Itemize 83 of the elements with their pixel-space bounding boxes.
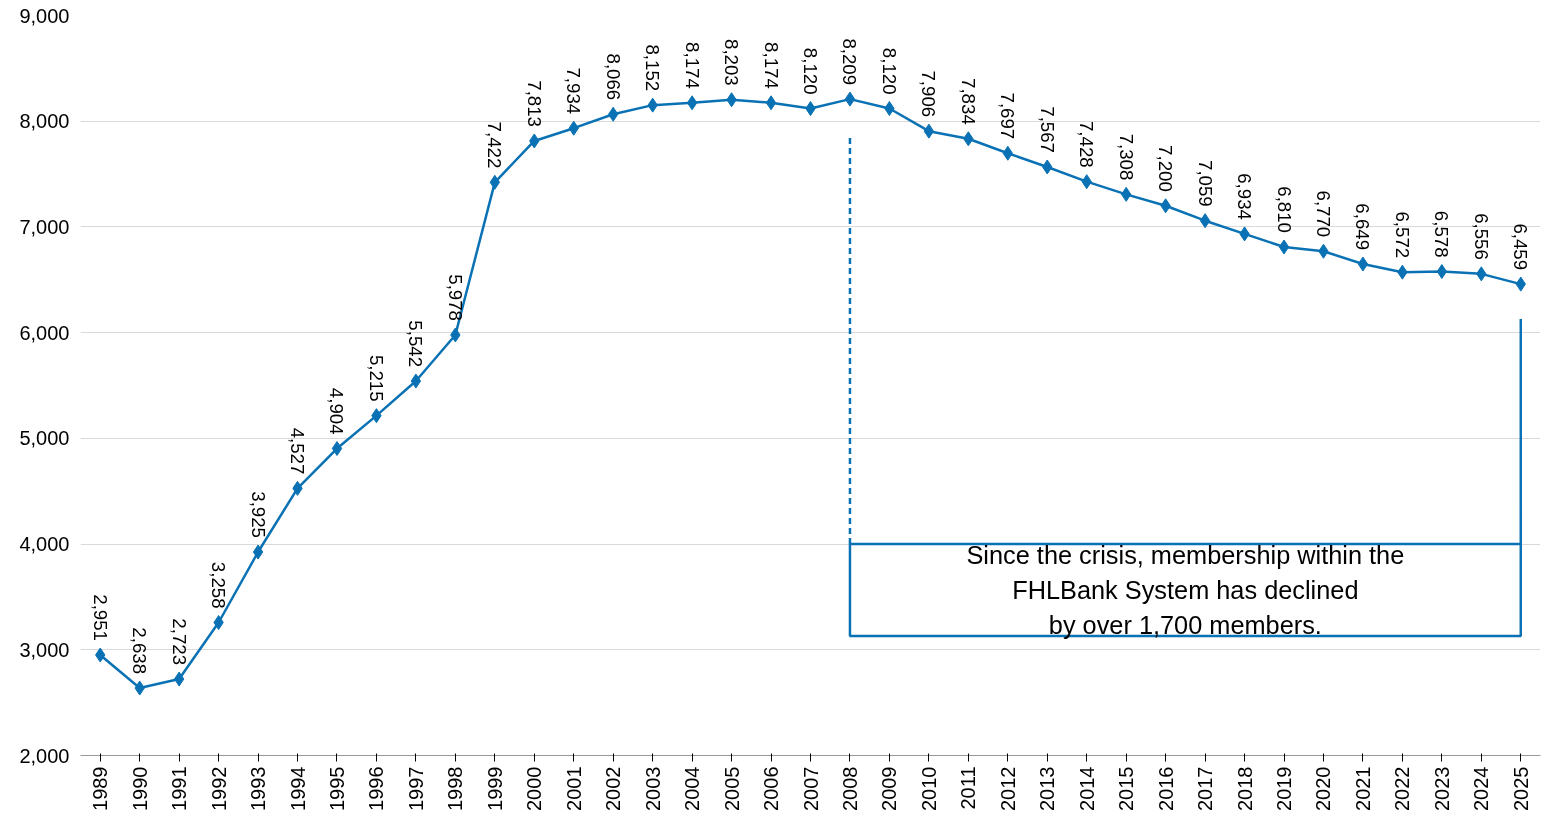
text: 8,174 <box>760 42 782 89</box>
x-tick-label: 2024 <box>1470 766 1493 811</box>
text: 8,203 <box>721 39 743 86</box>
x-tick-label: 2015 <box>1115 766 1138 811</box>
text: 6,556 <box>1470 213 1492 260</box>
text: 4,904 <box>326 387 348 435</box>
x-tick-label: 2001 <box>562 766 585 811</box>
text: 6,649 <box>1352 203 1374 251</box>
x-tick-label: 2014 <box>1075 766 1098 811</box>
x-tick-label: 2019 <box>1273 766 1296 811</box>
x-tick-label: 1991 <box>168 766 191 811</box>
x-tick-label: 1998 <box>444 766 467 811</box>
text: 6,770 <box>1312 190 1334 238</box>
annotation: Since the crisis, membership within the FHLBank System has declined by over 1,700 members. <box>966 541 1405 640</box>
x-tick-label: 2011 <box>957 766 980 810</box>
x-tick-label: 2025 <box>1509 766 1532 811</box>
text: 3,925 <box>247 491 269 538</box>
text: 5,542 <box>405 320 427 368</box>
text: 2,638 <box>129 627 151 675</box>
text: 7,567 <box>1036 106 1058 153</box>
x-tick-label: 2002 <box>602 766 625 811</box>
text: 6,572 <box>1391 211 1413 259</box>
text: 7,422 <box>484 121 506 169</box>
x-tick-label: 2023 <box>1430 766 1453 811</box>
x-tick-label: 1996 <box>365 766 388 811</box>
text: 6,459 <box>1510 223 1532 271</box>
text: 7,834 <box>957 78 979 125</box>
text: 8,066 <box>602 53 624 101</box>
x-tick-label: 2013 <box>1036 766 1059 811</box>
text: 3,258 <box>208 561 230 609</box>
x-tick-label: 2008 <box>838 766 861 811</box>
x-tick-label: 2016 <box>1154 766 1177 811</box>
text: 2,951 <box>89 594 111 641</box>
x-tick-label: 2003 <box>641 766 664 811</box>
x-tick-label: 1990 <box>128 766 151 811</box>
y-tick-label: 7,000 <box>19 215 70 238</box>
x-tick-label: 2021 <box>1351 766 1374 811</box>
text: 6,810 <box>1273 186 1295 234</box>
text: 6,934 <box>1234 173 1256 220</box>
text: 8,209 <box>839 38 861 86</box>
text: 8,120 <box>878 47 900 95</box>
x-tick-label: 2010 <box>917 766 940 811</box>
x-tick-label: 1992 <box>207 766 230 811</box>
text: 7,428 <box>1076 121 1098 168</box>
text: 7,813 <box>523 80 545 127</box>
text: 4,527 <box>287 427 309 475</box>
x-tick-label: 2006 <box>760 766 783 811</box>
text: 8,174 <box>681 42 703 89</box>
x-tick-label: 2007 <box>799 766 822 811</box>
x-tick-label: 2000 <box>523 766 546 811</box>
x-tick-label: 1997 <box>404 766 427 811</box>
y-tick-label: 8,000 <box>19 110 70 133</box>
x-tick-label: 1994 <box>286 766 309 811</box>
text: 5,215 <box>365 354 387 402</box>
text: 7,308 <box>1115 133 1137 181</box>
x-tick-label: 2004 <box>681 766 704 811</box>
text: 6,578 <box>1431 210 1453 258</box>
text: 7,059 <box>1194 160 1216 207</box>
text: 2,723 <box>168 618 190 666</box>
text: 7,934 <box>563 67 585 115</box>
x-tick-label: 2022 <box>1391 766 1414 811</box>
y-tick-label: 3,000 <box>19 638 70 661</box>
y-tick-label: 5,000 <box>19 427 70 450</box>
text: 5,978 <box>444 274 466 321</box>
x-tick-label: 1989 <box>89 766 112 811</box>
text: 8,152 <box>642 44 664 92</box>
text: 7,697 <box>997 92 1019 140</box>
y-tick-label: 4,000 <box>19 533 70 556</box>
x-tick-label: 2012 <box>996 766 1019 811</box>
text: 8,120 <box>800 47 821 95</box>
x-tick-label: 1999 <box>483 766 506 811</box>
x-tick-label: 2005 <box>720 766 743 811</box>
text: 7,906 <box>918 70 940 118</box>
x-tick-label: 2017 <box>1194 766 1217 811</box>
y-tick-label: 6,000 <box>19 321 70 344</box>
x-tick-label: 2018 <box>1233 766 1256 811</box>
x-tick-label: 2020 <box>1312 766 1335 811</box>
x-tick-label: 2009 <box>878 766 901 811</box>
text: 7,200 <box>1155 145 1177 192</box>
y-tick-label: 2,000 <box>19 744 70 767</box>
x-tick-label: 1995 <box>325 766 348 811</box>
x-tick-label: 1993 <box>247 766 270 811</box>
y-tick-label: 9,000 <box>19 4 70 27</box>
